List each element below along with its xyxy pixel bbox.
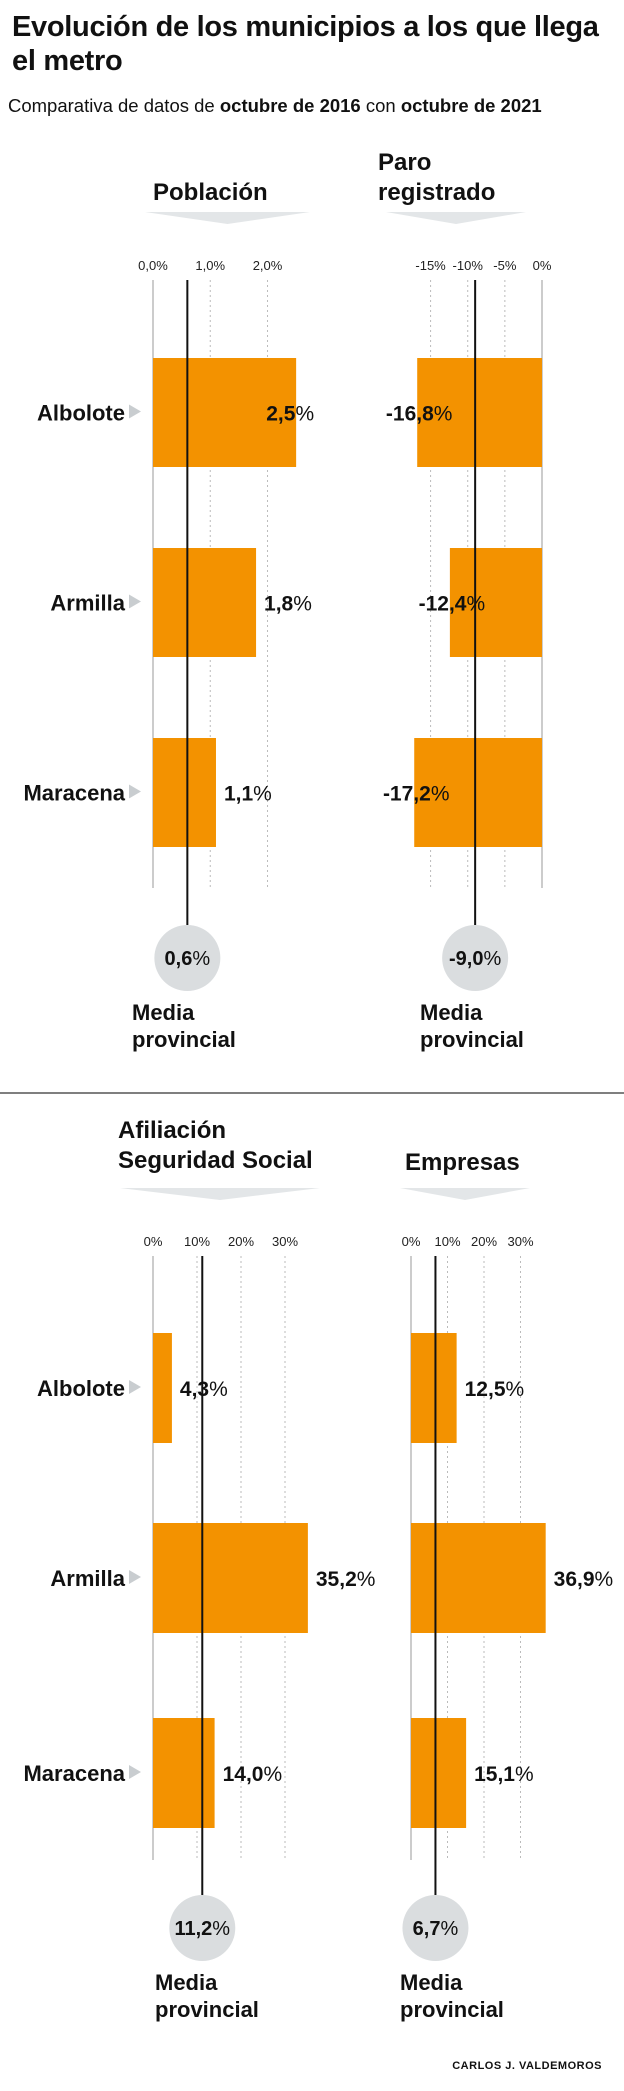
infographic-title: Evolución de los municipios a los que ll… — [12, 11, 599, 77]
value-label: 14,0% — [223, 1763, 283, 1786]
bar-armilla — [411, 1523, 546, 1633]
value-label: -16,8% — [386, 403, 453, 426]
average-caption-line: provincial — [420, 1027, 524, 1052]
tick-label: 20% — [228, 1234, 254, 1249]
category-pointer-icon — [129, 1570, 141, 1584]
tick-label: 1,0% — [195, 258, 225, 273]
bar-maracena — [153, 1718, 215, 1828]
chart-0: Población 0,0% 1,0% 2,0% Albolote 2,5% Armilla… — [23, 179, 314, 1052]
tick-label: -15% — [415, 258, 446, 273]
category-pointer-icon — [129, 404, 141, 419]
average-circle — [169, 1895, 236, 1961]
value-label: 1,8% — [264, 593, 312, 616]
value-label: 12,5% — [465, 1378, 525, 1401]
tick-label: 10% — [184, 1234, 210, 1249]
bar-albolote — [411, 1333, 457, 1443]
average-caption-line: provincial — [155, 1997, 259, 2022]
tick-label: 0% — [144, 1234, 163, 1249]
value-label: -17,2% — [383, 783, 450, 806]
average-circle — [154, 925, 221, 991]
value-label: 35,2% — [316, 1568, 376, 1591]
average-caption-line: Media — [420, 1000, 483, 1025]
category-label: Armilla — [50, 1566, 125, 1591]
bar-maracena — [153, 738, 216, 847]
category-label: Albolote — [37, 401, 125, 426]
author-credit: CARLOS J. VALDEMOROS — [452, 2060, 602, 2072]
category-label: Maracena — [23, 1761, 125, 1786]
bar-armilla — [153, 1523, 308, 1633]
category-pointer-icon — [129, 1765, 141, 1779]
category-label: Albolote — [37, 1376, 125, 1401]
tick-label: 30% — [272, 1234, 298, 1249]
category-label: Maracena — [23, 781, 125, 806]
bar-albolote — [153, 1333, 172, 1443]
average-circle — [442, 925, 509, 991]
chart-1: Paroregistrado-15%-10%-5%0%-16,8%-12,4%-… — [378, 149, 552, 1052]
bar-albolote — [153, 358, 297, 467]
infographic-subtitle: Comparativa de datos de octubre de 2016 … — [8, 95, 618, 117]
category-pointer-icon — [129, 784, 141, 799]
bar-maracena — [411, 1718, 467, 1828]
tick-label: 0% — [402, 1234, 421, 1249]
tick-label: 0,0% — [138, 258, 168, 273]
tick-label: 30% — [507, 1234, 533, 1249]
chart-title-line: Paro — [378, 149, 431, 176]
value-label: 15,1% — [474, 1763, 534, 1786]
chart-title-line: Afiliación — [118, 1117, 226, 1144]
average-circle — [402, 1895, 469, 1961]
value-label: 36,9% — [554, 1568, 614, 1591]
header-band-arrow — [120, 1188, 320, 1200]
tick-label: 10% — [434, 1234, 460, 1249]
chart-title-line: Seguridad Social — [118, 1147, 313, 1174]
tick-label: 0% — [533, 258, 552, 273]
category-pointer-icon — [129, 594, 141, 609]
subtitle-part: con — [360, 95, 401, 116]
average-caption-line: provincial — [132, 1027, 236, 1052]
subtitle-date-start: octubre de 2016 — [219, 95, 361, 116]
chart-title-line: registrado — [378, 179, 495, 206]
average-caption-line: provincial — [400, 1997, 504, 2022]
average-value-label: 6,7% — [413, 1918, 459, 1940]
value-label: 2,5% — [266, 403, 314, 426]
subtitle-date-end: octubre de 2021 — [400, 95, 542, 116]
header-band-arrow — [145, 212, 310, 224]
chart-2: Afiliación Seguridad Social 0% 10% 20% 30% Alb… — [23, 1117, 375, 2022]
tick-label: 20% — [471, 1234, 497, 1249]
tick-label: 2,0% — [253, 258, 283, 273]
bar-albolote — [417, 358, 542, 467]
tick-label: -5% — [493, 258, 517, 273]
average-value-label: 11,2% — [174, 1918, 230, 1940]
tick-label: -10% — [453, 258, 484, 273]
bar-maracena — [414, 738, 542, 847]
subtitle-part: Comparativa de datos de — [8, 95, 220, 116]
bar-armilla — [153, 548, 257, 657]
value-label: 4,3% — [180, 1378, 228, 1401]
chart-title-line: Población — [153, 179, 268, 206]
average-value-label: -9,0% — [449, 948, 501, 970]
category-label: Armilla — [50, 591, 125, 616]
header-band-arrow — [400, 1188, 530, 1200]
average-caption-line: Media — [132, 1000, 195, 1025]
bar-armilla — [449, 548, 542, 657]
header-band-arrow — [386, 212, 526, 224]
average-value-label: 0,6% — [165, 948, 211, 970]
average-caption-line: Media — [155, 1970, 218, 1995]
category-pointer-icon — [129, 1380, 141, 1394]
value-label: 1,1% — [224, 783, 272, 806]
chart-3: Empresas 0% 10% 20% 30% 12,5% 36,9% 15,1% 6,7% Me… — [400, 1149, 613, 2022]
chart-title-line: Empresas — [405, 1149, 520, 1176]
average-caption-line: Media — [400, 1970, 463, 1995]
